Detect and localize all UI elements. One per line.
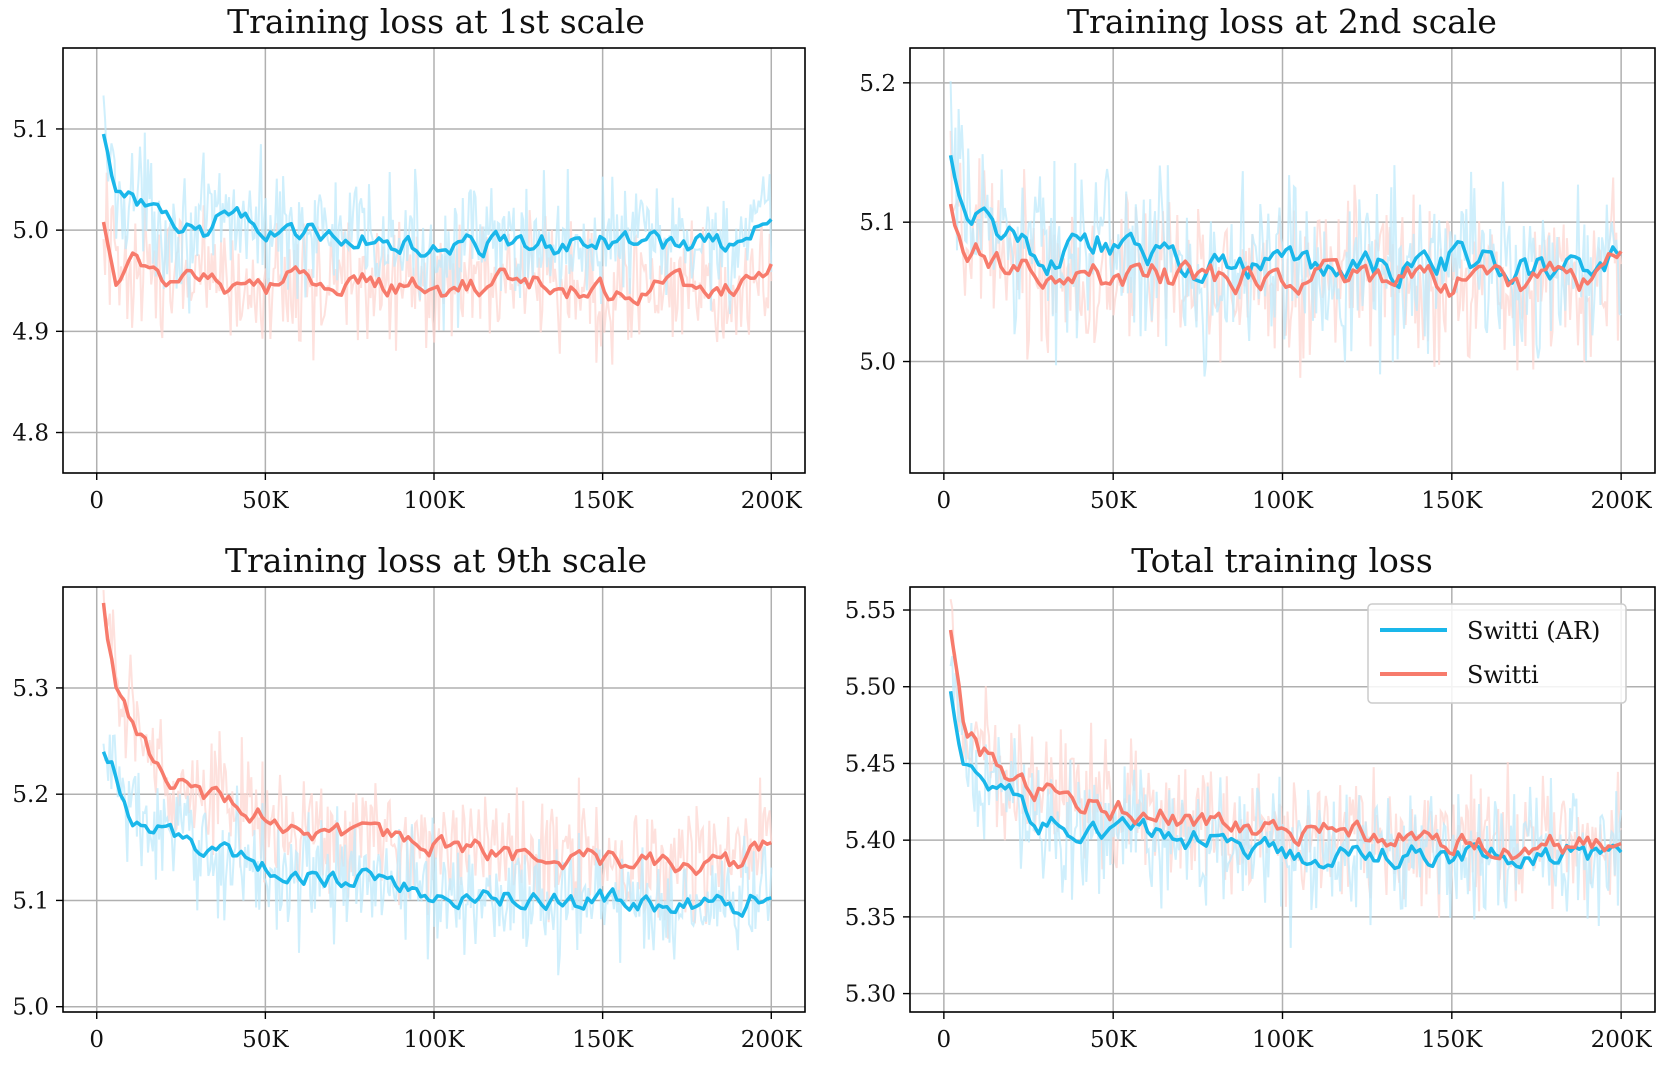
- x-tick-label-2: 100K: [1252, 488, 1314, 514]
- y-tick-label-0: 4.8: [12, 421, 49, 447]
- y-tick-label-5: 5.55: [845, 598, 896, 624]
- plot-area-1: 0 50K 100K 150K 200K 4.8 4.9 5.0 5.1: [12, 47, 806, 514]
- plot-series-group: [948, 599, 1623, 948]
- raw-line-switti: [949, 130, 1623, 378]
- series-line-switti-ar: [101, 751, 772, 918]
- y-tick-label-2: 5.2: [859, 71, 896, 97]
- y-tick-label-0: 5.0: [859, 350, 896, 376]
- y-tick-label-1: 4.9: [12, 319, 49, 345]
- chart-panel-4: Total training loss 0 50K 100K 150K 200K 5.30…: [845, 541, 1656, 1053]
- x-tick-label-0: 0: [937, 488, 952, 514]
- chart-title-2: Training loss at 2nd scale: [1067, 2, 1497, 41]
- y-tick-label-3: 5.45: [845, 751, 896, 777]
- chart-title-3: Training loss at 9th scale: [225, 541, 647, 580]
- y-tick-label-2: 5.40: [845, 828, 896, 854]
- x-tick-label-1: 50K: [1090, 1027, 1137, 1053]
- raw-line-switti: [102, 172, 773, 365]
- plot-series-group: [101, 95, 773, 365]
- legend-label-switti-ar: Switti (AR): [1467, 617, 1600, 645]
- chart-panel-3: Training loss at 9th scale 0 50K 100K 150K 2…: [12, 541, 806, 1053]
- series-line-switti: [101, 221, 773, 307]
- series-line-switti: [948, 629, 1622, 861]
- x-tick-label-4: 200K: [1591, 1027, 1653, 1053]
- x-tick-label-1: 50K: [242, 1027, 289, 1053]
- legend-label-switti: Switti: [1467, 661, 1539, 689]
- legend: Switti (AR) Switti: [1367, 603, 1627, 704]
- chart-panel-1: Training loss at 1st scale 0 50K 100K 150K 2…: [12, 2, 806, 514]
- x-tick-label-0: 0: [937, 1027, 952, 1053]
- chart-title-1: Training loss at 1st scale: [227, 2, 645, 41]
- x-tick-label-0: 0: [89, 488, 104, 514]
- y-tick-label-0: 5.0: [12, 995, 49, 1021]
- x-tick-label-4: 200K: [1591, 488, 1653, 514]
- x-tick-label-0: 0: [89, 1027, 104, 1053]
- x-tick-label-1: 50K: [242, 488, 289, 514]
- x-tick-label-2: 100K: [1252, 1027, 1314, 1053]
- x-tick-label-2: 100K: [403, 488, 465, 514]
- y-tick-label-1: 5.1: [12, 888, 49, 914]
- x-tick-label-3: 150K: [572, 488, 634, 514]
- series-line-switti-ar: [101, 133, 773, 259]
- raw-line-switti-ar: [949, 655, 1623, 948]
- x-tick-label-4: 200K: [741, 1027, 803, 1053]
- y-tick-label-2: 5.2: [12, 782, 49, 808]
- y-tick-label-2: 5.0: [12, 218, 49, 244]
- y-tick-label-1: 5.35: [845, 905, 896, 931]
- series-line-switti-ar: [948, 691, 1623, 871]
- x-tick-label-3: 150K: [1421, 488, 1483, 514]
- series-line-switti: [101, 602, 772, 876]
- x-tick-label-1: 50K: [1090, 488, 1137, 514]
- y-tick-label-4: 5.50: [845, 675, 896, 701]
- y-tick-label-3: 5.1: [12, 117, 49, 143]
- plot-series-group: [101, 590, 773, 976]
- y-tick-label-0: 5.30: [845, 982, 896, 1008]
- raw-line-switti-ar: [102, 734, 773, 976]
- chart-title-4: Total training loss: [1131, 541, 1433, 580]
- chart-panel-2: Training loss at 2nd scale 0 50K 100K 150K 2…: [859, 2, 1656, 514]
- plot-area-3: 0 50K 100K 150K 200K 5.0 5.1 5.2 5.3: [12, 586, 806, 1053]
- x-tick-label-3: 150K: [572, 1027, 634, 1053]
- series-line-switti: [948, 203, 1623, 298]
- raw-line-switti: [102, 590, 773, 939]
- raw-line-switti-ar: [949, 81, 1622, 377]
- raw-line-switti-ar: [102, 95, 773, 331]
- x-tick-label-2: 100K: [403, 1027, 465, 1053]
- x-tick-label-4: 200K: [741, 488, 803, 514]
- x-tick-label-3: 150K: [1421, 1027, 1483, 1053]
- plot-series-group: [948, 81, 1623, 378]
- y-tick-label-3: 5.3: [12, 676, 49, 702]
- plot-area-2: 0 50K 100K 150K 200K 5.0 5.1 5.2: [859, 47, 1656, 514]
- y-tick-label-1: 5.1: [859, 210, 896, 236]
